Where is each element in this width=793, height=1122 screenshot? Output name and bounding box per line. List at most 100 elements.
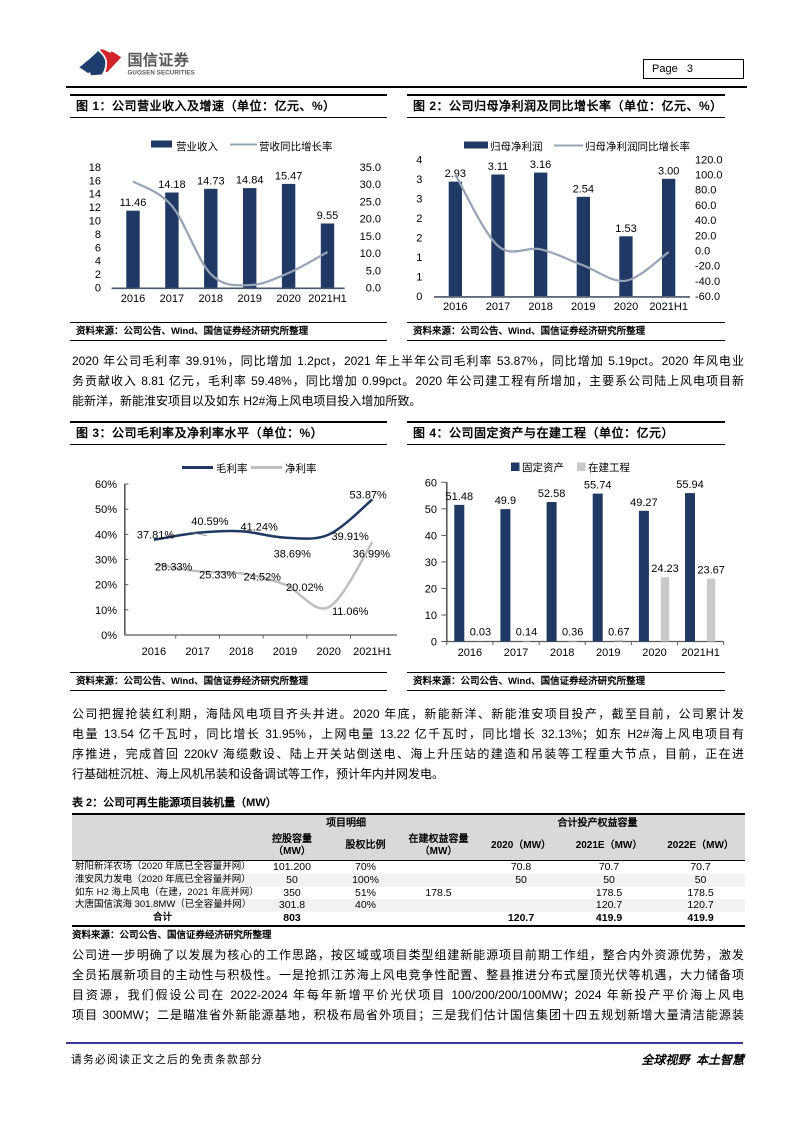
svg-text:20: 20 xyxy=(425,583,437,595)
svg-text:毛利率: 毛利率 xyxy=(216,462,248,475)
svg-text:3.11: 3.11 xyxy=(488,161,509,173)
svg-text:0.0: 0.0 xyxy=(366,283,381,295)
svg-text:1: 1 xyxy=(416,272,422,284)
svg-text:60%: 60% xyxy=(95,479,117,491)
svg-text:2020: 2020 xyxy=(614,301,638,313)
svg-text:国信证券: 国信证券 xyxy=(127,51,189,69)
svg-text:49.27: 49.27 xyxy=(630,497,658,509)
svg-text:2.93: 2.93 xyxy=(445,168,466,180)
svg-text:营收同比增长率: 营收同比增长率 xyxy=(259,140,333,153)
svg-text:15.0: 15.0 xyxy=(360,231,381,243)
svg-text:20.0: 20.0 xyxy=(360,214,381,226)
svg-text:0.03: 0.03 xyxy=(470,627,491,639)
svg-text:49.9: 49.9 xyxy=(495,495,516,507)
svg-text:120.0: 120.0 xyxy=(695,154,723,166)
svg-text:15.47: 15.47 xyxy=(275,170,303,182)
svg-text:30.0: 30.0 xyxy=(360,179,381,191)
svg-text:2019: 2019 xyxy=(237,293,261,305)
svg-text:50%: 50% xyxy=(95,504,117,516)
svg-text:11.46: 11.46 xyxy=(120,197,147,209)
svg-text:11.06%: 11.06% xyxy=(332,606,369,618)
svg-text:0%: 0% xyxy=(101,630,117,642)
svg-text:2016: 2016 xyxy=(443,301,467,313)
svg-text:2018: 2018 xyxy=(528,301,552,313)
svg-text:53.87%: 53.87% xyxy=(350,490,388,502)
svg-text:25.33%: 25.33% xyxy=(199,570,237,582)
svg-text:-40.0: -40.0 xyxy=(695,276,720,288)
svg-text:2016: 2016 xyxy=(142,646,166,658)
svg-text:2016: 2016 xyxy=(121,293,145,305)
svg-text:8: 8 xyxy=(95,229,101,241)
svg-text:1: 1 xyxy=(416,252,422,264)
svg-text:5.0: 5.0 xyxy=(366,265,381,277)
svg-text:36.99%: 36.99% xyxy=(353,549,391,561)
svg-text:20.0: 20.0 xyxy=(695,230,716,242)
svg-text:固定资产: 固定资产 xyxy=(522,461,564,474)
svg-text:14.84: 14.84 xyxy=(236,175,264,187)
svg-text:55.94: 55.94 xyxy=(676,479,704,491)
svg-text:归母净利润: 归母净利润 xyxy=(490,140,543,153)
svg-text:40.0: 40.0 xyxy=(695,215,716,227)
svg-text:10: 10 xyxy=(425,610,437,622)
svg-text:3.16: 3.16 xyxy=(530,159,551,171)
svg-text:14: 14 xyxy=(89,189,101,201)
svg-text:归母净利润同比增长率: 归母净利润同比增长率 xyxy=(585,140,690,153)
svg-text:80.0: 80.0 xyxy=(695,185,716,197)
svg-text:24.23: 24.23 xyxy=(651,563,679,575)
svg-text:0.0: 0.0 xyxy=(695,246,710,258)
svg-text:30%: 30% xyxy=(95,555,117,567)
svg-text:10: 10 xyxy=(89,216,101,228)
svg-text:37.81%: 37.81% xyxy=(137,530,175,542)
svg-text:12: 12 xyxy=(89,202,101,214)
svg-text:60: 60 xyxy=(425,477,437,489)
svg-text:营业收入: 营业收入 xyxy=(176,140,218,153)
svg-text:2019: 2019 xyxy=(596,647,620,659)
svg-text:0.67: 0.67 xyxy=(608,627,629,639)
svg-text:2020: 2020 xyxy=(642,647,666,659)
svg-text:23.67: 23.67 xyxy=(697,565,725,577)
svg-text:2020: 2020 xyxy=(316,646,340,658)
svg-text:18: 18 xyxy=(89,162,101,174)
svg-text:-20.0: -20.0 xyxy=(695,261,720,273)
svg-text:40%: 40% xyxy=(95,529,117,541)
svg-text:24.52%: 24.52% xyxy=(244,572,282,584)
svg-text:2021H1: 2021H1 xyxy=(681,647,720,659)
svg-text:20%: 20% xyxy=(95,580,117,592)
svg-text:0: 0 xyxy=(431,637,437,649)
svg-text:2021H1: 2021H1 xyxy=(649,301,688,313)
svg-text:0.14: 0.14 xyxy=(516,627,537,639)
svg-text:1.53: 1.53 xyxy=(615,223,636,235)
svg-text:-60.0: -60.0 xyxy=(695,291,720,303)
svg-text:39.91%: 39.91% xyxy=(332,531,370,543)
svg-text:40: 40 xyxy=(425,530,437,542)
svg-text:2: 2 xyxy=(416,213,422,225)
svg-text:4: 4 xyxy=(95,256,101,268)
svg-text:在建工程: 在建工程 xyxy=(588,461,630,474)
svg-text:2017: 2017 xyxy=(486,301,510,313)
svg-text:38.69%: 38.69% xyxy=(274,549,312,561)
svg-text:2019: 2019 xyxy=(273,646,297,658)
svg-text:GUOSEN SECURITIES: GUOSEN SECURITIES xyxy=(127,70,194,77)
svg-text:30: 30 xyxy=(425,557,437,569)
svg-text:2020: 2020 xyxy=(276,293,300,305)
svg-text:14.73: 14.73 xyxy=(197,175,225,187)
svg-text:3: 3 xyxy=(416,174,422,186)
svg-text:60.0: 60.0 xyxy=(695,200,716,212)
svg-text:2018: 2018 xyxy=(229,646,253,658)
svg-text:35.0: 35.0 xyxy=(360,162,381,174)
svg-text:2018: 2018 xyxy=(550,647,574,659)
svg-text:6: 6 xyxy=(95,242,101,254)
svg-text:净利率: 净利率 xyxy=(285,462,317,475)
svg-text:2021H1: 2021H1 xyxy=(308,293,347,305)
svg-text:2017: 2017 xyxy=(160,293,184,305)
svg-text:2017: 2017 xyxy=(185,646,209,658)
svg-text:9.55: 9.55 xyxy=(317,210,338,222)
svg-text:2017: 2017 xyxy=(504,647,528,659)
svg-text:2: 2 xyxy=(95,269,101,281)
svg-text:14.18: 14.18 xyxy=(158,179,186,191)
svg-text:41.24%: 41.24% xyxy=(240,521,278,533)
svg-text:25.0: 25.0 xyxy=(360,196,381,208)
svg-text:52.58: 52.58 xyxy=(538,488,566,500)
svg-text:3: 3 xyxy=(416,193,422,205)
svg-text:51.48: 51.48 xyxy=(446,491,474,503)
